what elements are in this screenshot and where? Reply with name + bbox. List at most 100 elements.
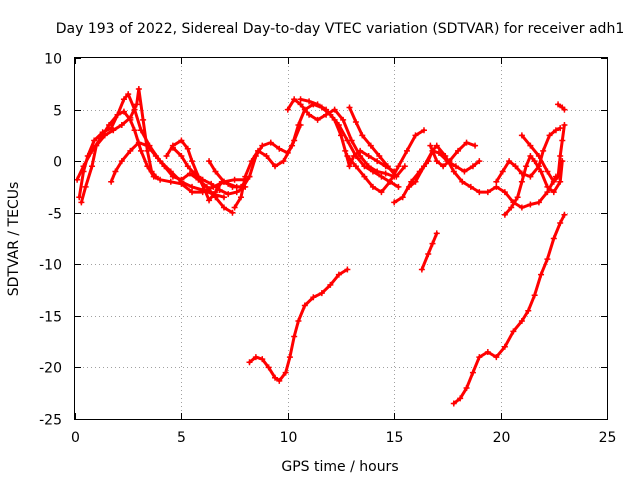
data-point (220, 194, 227, 201)
data-point (131, 127, 138, 134)
data-point (525, 307, 532, 314)
series-trace-6 (169, 144, 249, 198)
series-line (420, 231, 439, 271)
data-point (561, 106, 568, 113)
data-point (346, 163, 353, 170)
data-point (323, 111, 330, 118)
data-point (544, 183, 551, 190)
data-point (178, 176, 185, 183)
data-point (469, 369, 476, 376)
data-point (314, 101, 321, 108)
series-trace-20 (246, 266, 351, 384)
data-point (178, 137, 185, 144)
data-point (527, 173, 534, 180)
data-point (184, 145, 191, 152)
data-point (429, 240, 436, 247)
data-point (552, 127, 559, 134)
data-point (461, 168, 468, 175)
data-point (135, 85, 142, 92)
series-trace-10 (297, 96, 398, 175)
data-point (540, 147, 547, 154)
data-point (357, 147, 364, 154)
data-point (378, 173, 385, 180)
data-point (127, 114, 134, 121)
data-point (295, 318, 302, 325)
gridlines (75, 58, 607, 419)
series-line (345, 128, 426, 194)
data-point (220, 178, 227, 185)
data-point (357, 152, 364, 159)
data-point (435, 149, 442, 156)
data-point (508, 204, 515, 211)
x-tick-label: 5 (177, 430, 186, 446)
data-point (272, 374, 279, 381)
series-trace-4 (108, 139, 236, 216)
data-point (231, 204, 238, 211)
data-point (252, 354, 259, 361)
y-tick-label: -10 (39, 258, 62, 274)
data-point (225, 191, 232, 198)
plot-frame (74, 57, 608, 420)
data-point (510, 328, 517, 335)
data-point (559, 137, 566, 144)
y-tick-label: 5 (53, 104, 62, 120)
data-point (527, 142, 534, 149)
series-line (286, 97, 396, 179)
y-tick-label: -20 (39, 361, 62, 377)
data-point (544, 168, 551, 175)
data-point (93, 142, 100, 149)
data-point (242, 173, 249, 180)
data-point (476, 354, 483, 361)
data-point (557, 125, 564, 132)
data-point (440, 163, 447, 170)
data-point (395, 183, 402, 190)
data-point (484, 189, 491, 196)
series-trace-17 (501, 152, 566, 218)
series-trace-11 (344, 127, 427, 196)
data-point (501, 211, 508, 218)
x-tick-label: 10 (280, 430, 298, 446)
data-point (527, 201, 534, 208)
data-point (342, 147, 349, 154)
data-point (420, 163, 427, 170)
data-point (163, 152, 170, 159)
data-point (108, 178, 115, 185)
data-point (463, 385, 470, 392)
data-point (467, 183, 474, 190)
series-trace-19 (555, 101, 568, 113)
data-point (386, 178, 393, 185)
data-point (463, 139, 470, 146)
data-point (267, 139, 274, 146)
data-point (157, 176, 164, 183)
series-trace-12 (346, 104, 408, 180)
data-point (167, 178, 174, 185)
data-point (331, 106, 338, 113)
data-point (512, 163, 519, 170)
data-point (140, 116, 147, 123)
data-point (120, 108, 127, 115)
data-point (282, 369, 289, 376)
data-point (212, 189, 219, 196)
data-point (352, 118, 359, 125)
data-point (189, 158, 196, 165)
data-point (127, 147, 134, 154)
data-point (476, 158, 483, 165)
series-trace-13 (391, 142, 559, 211)
data-point (246, 359, 253, 366)
data-point (514, 194, 521, 201)
data-point (286, 354, 293, 361)
data-point (555, 173, 562, 180)
data-point (550, 178, 557, 185)
data-point (527, 152, 534, 159)
data-point (350, 152, 357, 159)
data-point (531, 158, 538, 165)
data-point (216, 187, 223, 194)
data-point (555, 101, 562, 108)
data-point (403, 147, 410, 154)
data-point (455, 147, 462, 154)
series-trace-16 (493, 125, 564, 185)
data-point (112, 168, 119, 175)
data-point (457, 395, 464, 402)
data-point (427, 142, 434, 149)
